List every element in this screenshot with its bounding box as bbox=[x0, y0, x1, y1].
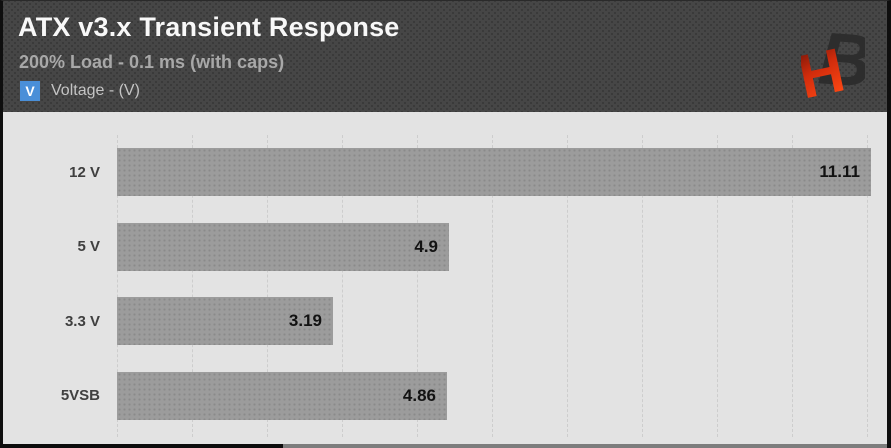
category-label-12v: 12 V bbox=[69, 163, 100, 181]
bar-rows: 12 V 11.11 5 V 4.9 3.3 V 3.19 5VSB 4.86 bbox=[3, 135, 887, 433]
category-label-5v: 5 V bbox=[77, 238, 100, 256]
gridline bbox=[567, 135, 568, 437]
chart-plot-region: 12 V 11.11 5 V 4.9 3.3 V 3.19 5VSB 4.86 bbox=[3, 112, 887, 444]
gridline bbox=[492, 135, 493, 437]
scrollbar-thumb[interactable] bbox=[3, 444, 283, 448]
horizontal-scrollbar bbox=[3, 444, 887, 448]
bar-row: 5 V 4.9 bbox=[3, 210, 887, 285]
chart-header: ATX v3.x Transient Response 200% Load - … bbox=[3, 1, 887, 112]
bar-value-label: 4.86 bbox=[402, 385, 436, 405]
gridline bbox=[267, 135, 268, 437]
gridline bbox=[117, 135, 118, 437]
legend-label: Voltage - (V) bbox=[51, 82, 140, 99]
bar-value-label: 3.19 bbox=[288, 311, 322, 331]
bar-row: 5VSB 4.86 bbox=[3, 359, 887, 434]
gridline bbox=[792, 135, 793, 437]
gridline bbox=[192, 135, 193, 437]
category-label-33v: 3.3 V bbox=[64, 312, 100, 330]
bar-5vsb[interactable]: 4.86 bbox=[117, 371, 447, 420]
bar-33v[interactable]: 3.19 bbox=[117, 297, 333, 346]
legend-item-voltage[interactable]: V Voltage - (V) bbox=[20, 81, 140, 101]
bar-12v[interactable]: 11.11 bbox=[117, 148, 871, 197]
gridline bbox=[717, 135, 718, 437]
gridline bbox=[342, 135, 343, 437]
bar-row: 3.3 V 3.19 bbox=[3, 284, 887, 359]
gridline bbox=[417, 135, 418, 437]
bar-5v[interactable]: 4.9 bbox=[117, 222, 449, 271]
category-label-5vsb: 5VSB bbox=[60, 387, 100, 405]
hardware-busters-logo-icon: B H bbox=[792, 11, 875, 112]
chart-subtitle: 200% Load - 0.1 ms (with caps) bbox=[19, 52, 285, 72]
bar-row: 12 V 11.11 bbox=[3, 135, 887, 210]
gridline bbox=[642, 135, 643, 437]
gridline bbox=[867, 135, 868, 437]
chart-title: ATX v3.x Transient Response bbox=[18, 12, 400, 42]
plot-grid bbox=[117, 135, 868, 437]
bar-value-label: 4.9 bbox=[414, 236, 438, 256]
bar-value-label: 11.11 bbox=[819, 162, 860, 182]
legend-swatch-icon: V bbox=[20, 81, 40, 101]
